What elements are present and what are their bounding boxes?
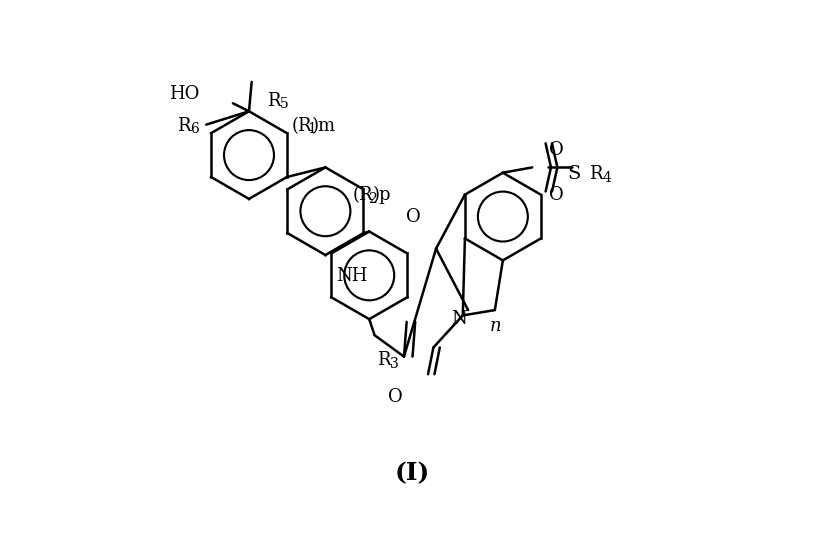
Text: HO: HO <box>169 85 199 103</box>
Text: 3: 3 <box>390 356 399 370</box>
Text: (R: (R <box>352 186 372 204</box>
Text: )p: )p <box>372 186 391 204</box>
Text: NH: NH <box>336 267 368 286</box>
Text: (I): (I) <box>395 461 429 485</box>
Text: O: O <box>550 186 564 204</box>
Text: N: N <box>451 310 466 328</box>
Text: R: R <box>177 117 190 134</box>
Text: 4: 4 <box>603 171 611 185</box>
Text: O: O <box>388 388 403 406</box>
Text: R: R <box>589 165 603 183</box>
Text: (R: (R <box>292 117 312 134</box>
Text: R: R <box>267 92 280 110</box>
Text: O: O <box>550 141 564 159</box>
Text: 1: 1 <box>308 123 316 137</box>
Text: 6: 6 <box>190 123 199 137</box>
Text: O: O <box>405 207 420 226</box>
Text: R: R <box>377 351 391 369</box>
Text: S: S <box>567 165 580 183</box>
Text: 5: 5 <box>279 97 288 111</box>
Text: 2: 2 <box>368 192 377 206</box>
Text: )m: )m <box>312 117 336 134</box>
Text: n: n <box>489 316 501 335</box>
